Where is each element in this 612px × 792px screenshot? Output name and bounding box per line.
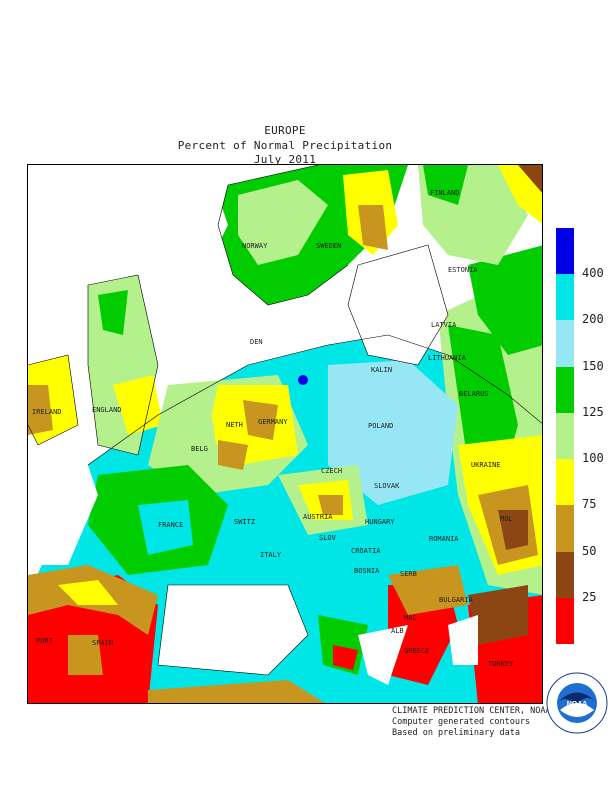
country-label-italy: ITALY bbox=[260, 551, 282, 559]
legend-swatch bbox=[556, 459, 574, 506]
legend-swatch bbox=[556, 412, 574, 460]
legend-swatch bbox=[556, 320, 574, 367]
country-label-france: FRANCE bbox=[158, 521, 184, 529]
country-label-norway: NORWAY bbox=[242, 242, 268, 250]
credits-line-3: Based on preliminary data bbox=[392, 728, 520, 738]
country-label-switz: SWITZ bbox=[234, 518, 256, 526]
credits-line-2: Computer generated contours bbox=[392, 717, 531, 727]
legend-swatch bbox=[556, 274, 574, 321]
country-label-czech: CZECH bbox=[321, 467, 343, 475]
country-label-germany: GERMANY bbox=[258, 418, 288, 426]
country-label-poland: POLAND bbox=[368, 422, 394, 430]
map-fill-layer bbox=[28, 165, 542, 703]
country-label-england: ENGLAND bbox=[92, 406, 122, 414]
legend-swatch bbox=[556, 551, 574, 598]
legend-swatch bbox=[556, 366, 574, 413]
country-label-belarus: BELARUS bbox=[459, 390, 489, 398]
color-legend bbox=[556, 228, 574, 644]
country-label-sweden: SWEDEN bbox=[316, 242, 342, 250]
country-label-austria: AUSTRIA bbox=[303, 513, 333, 521]
country-label-bulgaria: BULGARIA bbox=[439, 596, 473, 604]
country-label-alb: ALB bbox=[391, 627, 404, 635]
country-label-den: DEN bbox=[250, 338, 263, 346]
country-label-romania: ROMANIA bbox=[429, 535, 459, 543]
country-label-mac: MAC bbox=[404, 614, 417, 622]
country-label-spain: SPAIN bbox=[92, 639, 114, 647]
noaa-logo-text: NOAA bbox=[567, 701, 588, 708]
legend-tick-label: 125 bbox=[582, 404, 604, 419]
legend-tick-label: 75 bbox=[582, 497, 597, 512]
country-label-kalin: KALIN bbox=[371, 366, 393, 374]
country-label-serb: SERB bbox=[400, 570, 417, 578]
country-label-port: PORT bbox=[36, 637, 53, 645]
credits-line-1: CLIMATE PREDICTION CENTER, NOAA bbox=[392, 706, 551, 716]
legend-swatch bbox=[556, 228, 574, 275]
country-label-neth: NETH bbox=[226, 421, 243, 429]
country-label-ireland: IRELAND bbox=[32, 408, 62, 416]
country-label-ukraine: UKRAINE bbox=[471, 461, 501, 469]
legend-tick-label: 200 bbox=[582, 312, 604, 327]
country-label-greece: GREECE bbox=[404, 647, 430, 655]
country-label-croatia: CROATIA bbox=[351, 547, 381, 555]
country-label-belg: BELG bbox=[191, 445, 208, 453]
country-label-mol: MOL bbox=[500, 515, 513, 523]
map-title: EUROPE bbox=[264, 124, 306, 137]
map-date: July 2011 bbox=[253, 153, 317, 166]
country-label-lithuania: LITHUANIA bbox=[428, 354, 466, 362]
country-label-latvia: LATVIA bbox=[431, 321, 457, 329]
legend-tick-label: 100 bbox=[582, 451, 604, 466]
legend-tick-label: 25 bbox=[582, 589, 597, 604]
country-label-slov: SLOV bbox=[319, 534, 336, 542]
legend-tick-label: 400 bbox=[582, 266, 604, 281]
legend-tick-label: 50 bbox=[582, 543, 597, 558]
precipitation-map: FINLAND NORWAY SWEDEN ESTONIA LATVIA LIT… bbox=[27, 164, 543, 704]
country-label-slovak: SLOVAK bbox=[374, 482, 400, 490]
country-label-estonia: ESTONIA bbox=[448, 266, 478, 274]
legend-tick-label: 150 bbox=[582, 358, 604, 373]
noaa-logo: NOAA bbox=[546, 672, 608, 734]
map-subtitle: Percent of Normal Precipitation bbox=[177, 139, 393, 152]
legend-swatch bbox=[556, 505, 574, 552]
country-label-turkey: TURKEY bbox=[488, 660, 514, 668]
legend-swatch bbox=[556, 597, 574, 644]
country-label-hungary: HUNGARY bbox=[365, 518, 395, 526]
country-label-bosnia: BOSNIA bbox=[354, 567, 380, 575]
country-label-finland: FINLAND bbox=[430, 189, 460, 197]
